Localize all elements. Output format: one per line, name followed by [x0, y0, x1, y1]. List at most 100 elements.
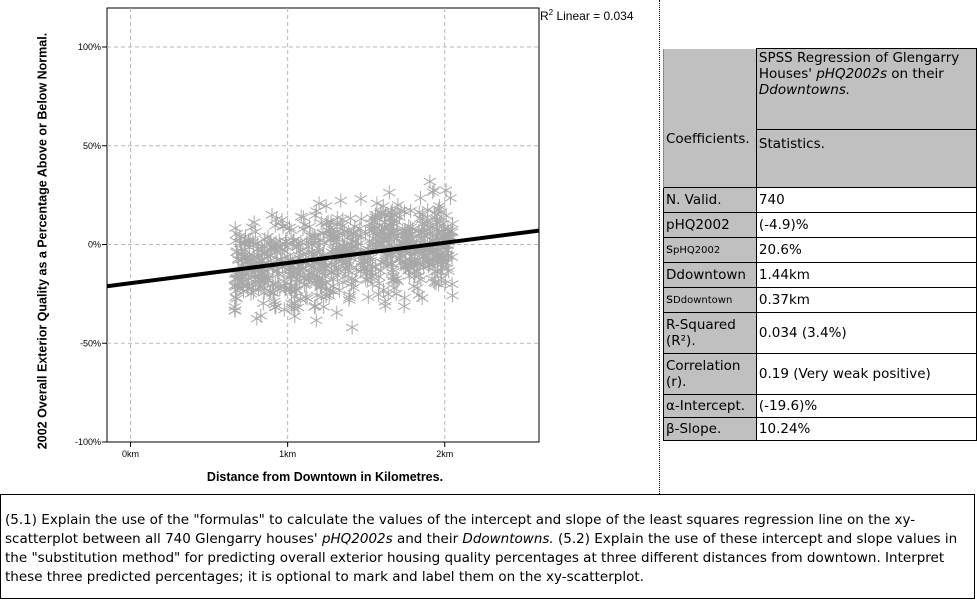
data-point: [370, 196, 384, 211]
data-point: [391, 224, 404, 239]
data-point: [374, 206, 387, 221]
data-point: [264, 233, 278, 248]
data-point: [308, 299, 321, 314]
data-point: [428, 251, 442, 266]
point-stroke: [387, 276, 401, 285]
data-point: [330, 305, 344, 320]
point-stroke: [247, 288, 260, 297]
row-label-slope: β-Slope.: [663, 417, 757, 441]
data-point: [284, 223, 298, 238]
data-point: [275, 212, 289, 227]
point-stroke: [312, 278, 326, 287]
point-stroke: [410, 267, 423, 276]
point-stroke: [428, 254, 442, 262]
data-point: [294, 243, 307, 258]
point-stroke: [360, 268, 373, 277]
axes: 100% 50% 0% -50% -100% 0km 1km 2km: [75, 42, 453, 459]
point-stroke: [247, 240, 260, 249]
point-stroke: [398, 207, 411, 216]
data-point: [386, 262, 400, 277]
data-point: [315, 289, 329, 304]
data-point: [242, 233, 255, 248]
point-stroke: [252, 244, 265, 253]
data-point: [235, 244, 249, 259]
data-point: [376, 230, 389, 245]
question-part-2: and their: [392, 531, 463, 547]
point-stroke: [354, 232, 368, 241]
point-stroke: [230, 247, 244, 256]
s-symbol: s: [666, 241, 674, 257]
data-point: [398, 290, 412, 305]
point-stroke: [310, 291, 324, 300]
data-point: [308, 298, 322, 313]
data-point: [413, 211, 427, 226]
data-point: [366, 223, 379, 238]
data-point: [305, 229, 319, 244]
point-stroke: [350, 266, 364, 274]
point-stroke: [301, 275, 315, 284]
point-stroke: [230, 229, 244, 238]
point-stroke: [235, 247, 249, 256]
data-point: [445, 225, 459, 240]
data-point: [442, 264, 455, 279]
data-point: [310, 313, 323, 328]
data-point: [342, 292, 356, 307]
point-stroke: [363, 254, 377, 263]
point-stroke: [230, 294, 244, 303]
row-value-dd: 1.44km: [755, 262, 977, 288]
data-point: [247, 215, 261, 230]
point-stroke: [366, 240, 379, 249]
point-stroke: [423, 177, 437, 186]
point-stroke: [446, 219, 459, 228]
scatter-points: [228, 174, 459, 335]
data-point: [402, 219, 416, 234]
point-stroke: [334, 196, 348, 205]
row-value-corr: 0.19 (Very weak positive): [755, 353, 977, 395]
table-row: β-Slope. 10.24%: [663, 417, 977, 441]
point-stroke: [321, 217, 335, 226]
data-point: [293, 291, 307, 306]
data-point: [321, 214, 335, 229]
point-stroke: [228, 306, 242, 315]
point-stroke: [428, 267, 442, 276]
point-stroke: [404, 206, 417, 215]
point-stroke: [412, 208, 426, 217]
data-point: [379, 298, 392, 313]
regression-table: Coefficients. SPSS Regression of Glengar…: [663, 48, 977, 441]
point-stroke: [444, 194, 457, 202]
data-point: [268, 218, 282, 233]
point-stroke: [342, 295, 356, 304]
data-point: [404, 203, 417, 218]
data-point: [236, 277, 250, 292]
data-point: [381, 257, 395, 272]
row-value-s-phq: 20.6%: [755, 237, 977, 263]
point-stroke: [354, 214, 368, 223]
point-stroke: [416, 250, 429, 259]
data-point: [354, 229, 368, 244]
data-point: [329, 260, 343, 275]
data-point: [247, 269, 261, 284]
regression-line: [106, 228, 540, 289]
data-point: [284, 271, 298, 286]
y-tick-label: 50%: [83, 141, 101, 151]
data-point: [387, 273, 401, 288]
point-stroke: [236, 255, 249, 264]
point-stroke: [441, 246, 455, 254]
point-stroke: [258, 274, 272, 283]
point-stroke: [264, 236, 278, 245]
data-point: [305, 260, 319, 275]
data-point: [411, 281, 424, 296]
data-point: [349, 234, 362, 249]
point-stroke: [327, 232, 340, 241]
point-stroke: [374, 258, 388, 267]
point-stroke: [254, 275, 267, 284]
point-stroke: [302, 248, 316, 257]
point-stroke: [349, 242, 363, 251]
data-point: [322, 288, 336, 303]
point-stroke: [250, 314, 264, 323]
point-stroke: [361, 293, 375, 302]
data-point: [340, 230, 354, 245]
point-stroke: [271, 242, 285, 251]
point-stroke: [384, 218, 398, 227]
point-stroke: [367, 222, 381, 231]
